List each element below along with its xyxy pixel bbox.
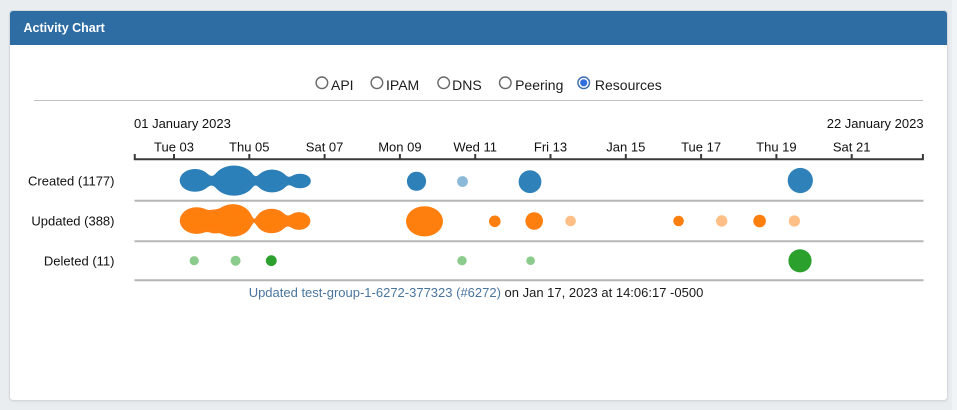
svg-text:Tue 03: Tue 03 — [154, 139, 194, 154]
svg-text:Thu 19: Thu 19 — [756, 139, 796, 154]
svg-text:Sat 21: Sat 21 — [833, 139, 871, 154]
svg-text:Created (1177): Created (1177) — [28, 174, 114, 189]
svg-text:22 January 2023: 22 January 2023 — [827, 116, 924, 131]
svg-text:Mon 09: Mon 09 — [378, 139, 421, 154]
svg-text:Wed 11: Wed 11 — [453, 139, 497, 154]
svg-text:Deleted (11): Deleted (11) — [44, 253, 115, 268]
svg-text:01 January 2023: 01 January 2023 — [134, 116, 231, 131]
svg-text:Updated (388): Updated (388) — [31, 214, 114, 229]
svg-text:Thu 05: Thu 05 — [229, 139, 269, 154]
svg-text:Jan 15: Jan 15 — [606, 139, 645, 154]
svg-text:Updated test-group-1-6272-3773: Updated test-group-1-6272-377323 (#6272)… — [249, 285, 704, 300]
svg-text:Tue 17: Tue 17 — [681, 139, 721, 154]
svg-text:Fri 13: Fri 13 — [534, 139, 567, 154]
svg-text:Sat 07: Sat 07 — [306, 139, 344, 154]
